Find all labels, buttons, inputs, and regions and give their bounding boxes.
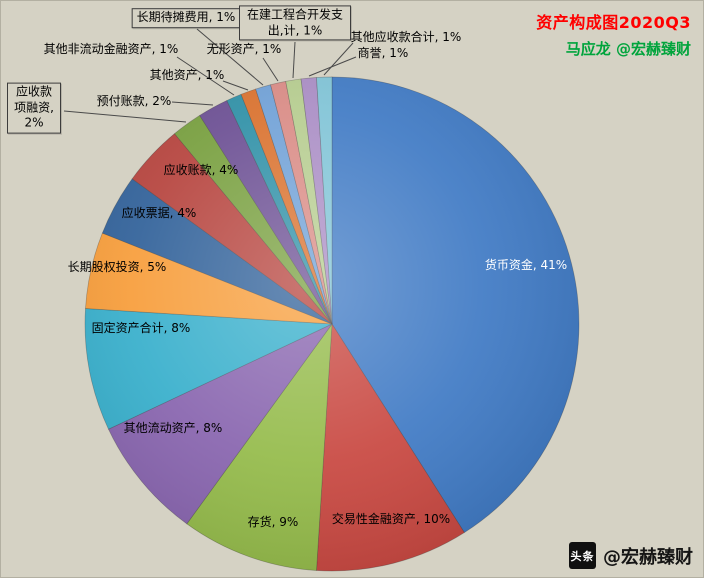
leader-line-其他非流动金融资产 <box>176 56 235 96</box>
pie-sheen-overlay <box>85 77 579 571</box>
watermark-handle: @宏赫臻财 <box>603 546 693 568</box>
chart-title: 资产构成图2020Q3 <box>536 13 691 32</box>
leader-line-应收款项融资 <box>63 110 187 123</box>
watermark: 头条 @宏赫臻财 <box>569 542 693 569</box>
leader-line-长期待摊费用 <box>196 28 264 86</box>
leader-line-无形资产 <box>262 57 279 82</box>
leader-line-商誉 <box>308 56 357 77</box>
leader-line-其他资产 <box>222 80 249 91</box>
leader-line-其他应收款合计 <box>323 42 354 76</box>
chart-subtitle: 马应龙 @宏赫臻财 <box>565 40 691 58</box>
leader-line-预付账款 <box>171 101 214 106</box>
chart-title-block: 资产构成图2020Q3 马应龙 @宏赫臻财 <box>536 9 691 59</box>
toutiao-logo-icon: 头条 <box>569 542 596 569</box>
leader-line-在建工程合开发支出,计 <box>292 41 296 79</box>
